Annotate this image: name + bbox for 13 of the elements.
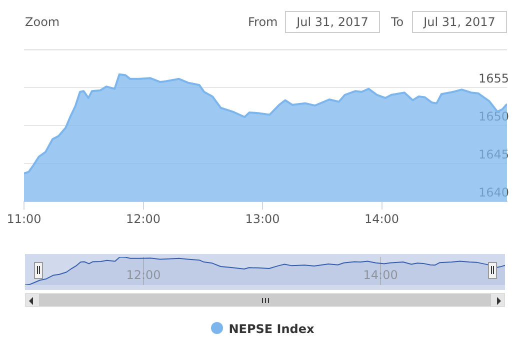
x-tick-label: 11:00 — [6, 212, 42, 226]
x-tick-label: 12:00 — [126, 212, 161, 226]
x-tick-label: 13:00 — [245, 212, 280, 226]
text: Jul 31, 2017 — [412, 11, 507, 33]
x-tick-label: 14:00 — [364, 212, 400, 226]
text: To — [391, 15, 404, 29]
text: From — [248, 15, 278, 29]
x-tick-label: 14:00 — [363, 268, 398, 282]
legend-label: NEPSE Index — [228, 322, 314, 336]
text: Zoom — [25, 15, 60, 29]
y-tick-label: 1655 — [478, 71, 509, 86]
text: Jul 31, 2017 — [285, 11, 380, 33]
x-tick-label: 12:00 — [126, 268, 161, 282]
